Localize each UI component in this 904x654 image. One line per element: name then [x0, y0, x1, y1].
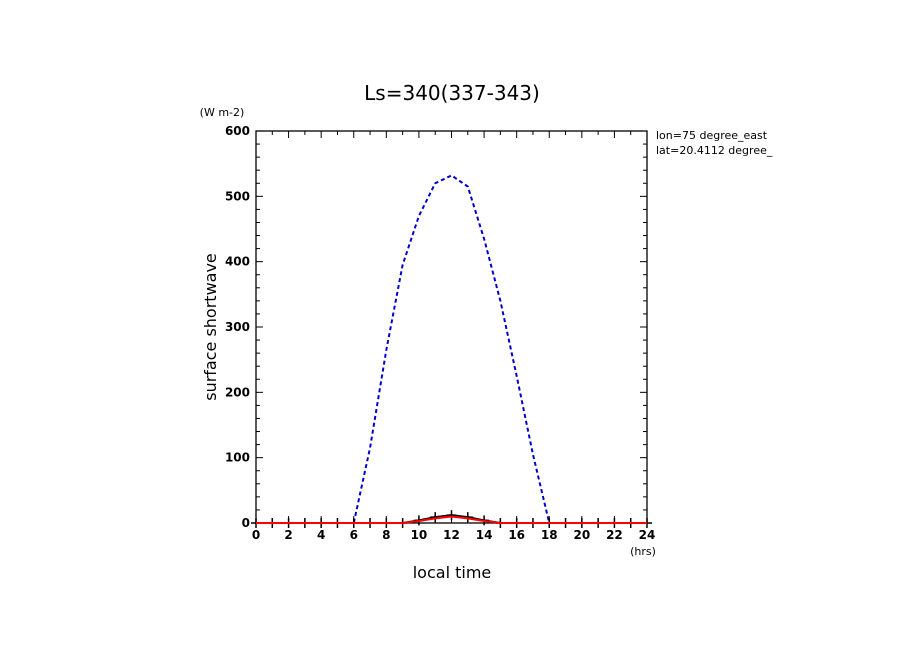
x-tick-label: 10 — [411, 528, 428, 542]
x-tick-label: 20 — [573, 528, 590, 542]
y-unit-label: (W m-2) — [200, 106, 245, 119]
chart-title: Ls=340(337-343) — [364, 81, 540, 105]
x-unit-label: (hrs) — [630, 545, 656, 558]
y-tick-label: 100 — [225, 451, 250, 465]
x-tick-label: 6 — [350, 528, 358, 542]
y-tick-label: 400 — [225, 255, 250, 269]
series-line-3 — [256, 515, 647, 524]
annotation-lat: lat=20.4112 degree_ — [656, 144, 773, 157]
x-tick-label: 4 — [317, 528, 325, 542]
x-tick-label: 8 — [382, 528, 390, 542]
series-line-1 — [256, 174, 647, 524]
series-lines — [251, 174, 652, 528]
y-tick-label: 0 — [242, 516, 250, 530]
x-tick-label: 0 — [252, 528, 260, 542]
y-axis-label: surface shortwave — [201, 253, 220, 401]
x-tick-label: 18 — [541, 528, 558, 542]
x-tick-label: 12 — [443, 528, 460, 542]
plot-frame — [255, 130, 648, 524]
y-tick-label: 600 — [225, 124, 250, 138]
x-tick-label: 22 — [606, 528, 623, 542]
x-tick-label: 24 — [639, 528, 656, 542]
y-tick-label: 500 — [225, 189, 250, 203]
y-tick-label: 300 — [225, 320, 250, 334]
x-tick-label: 2 — [284, 528, 292, 542]
annotation-lon: lon=75 degree_east — [656, 129, 768, 142]
x-axis-label: local time — [413, 563, 492, 582]
x-tick-label: 16 — [508, 528, 525, 542]
y-tick-label: 200 — [225, 385, 250, 399]
x-tick-label: 14 — [476, 528, 493, 542]
